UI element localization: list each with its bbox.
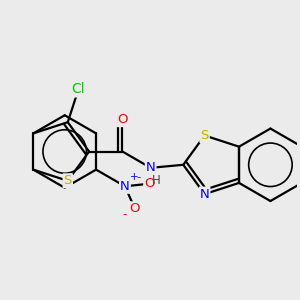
Text: S: S [64,174,72,187]
Text: O: O [130,202,140,215]
Text: +: + [130,172,138,182]
Text: O: O [144,177,155,190]
Text: Cl: Cl [72,82,85,96]
Text: H: H [152,174,161,187]
Text: N: N [146,161,155,174]
Text: S: S [200,129,209,142]
Text: O: O [117,113,128,126]
Text: N: N [200,188,209,201]
Text: -: - [122,208,127,221]
Text: N: N [120,180,130,193]
Text: -: - [137,171,141,184]
